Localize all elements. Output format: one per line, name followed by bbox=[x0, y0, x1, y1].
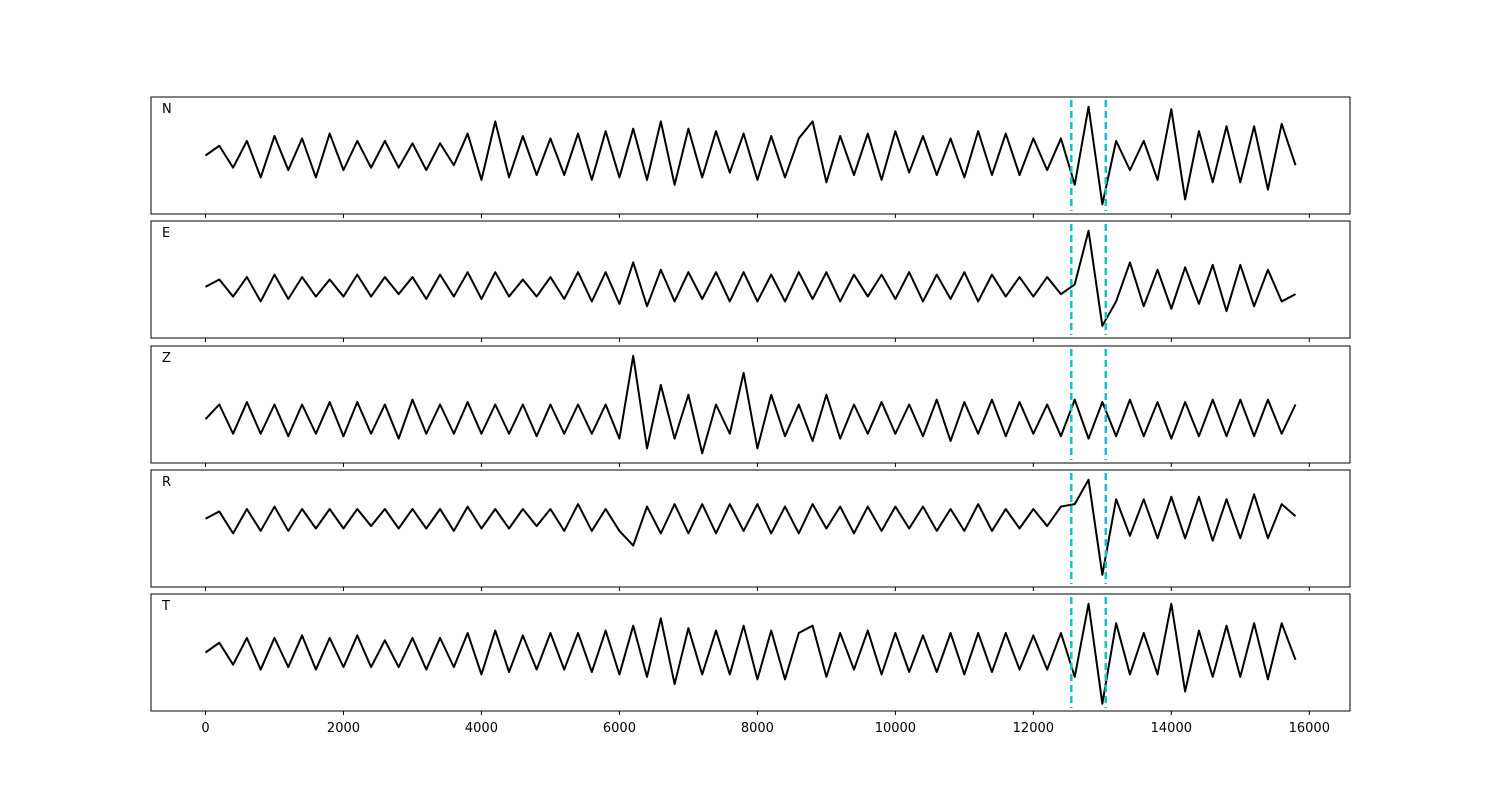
trace bbox=[205, 478, 1297, 576]
trace bbox=[204, 602, 1297, 705]
x-tick-label: 4000 bbox=[465, 721, 498, 736]
panel-label: T bbox=[161, 599, 170, 614]
panel-frame bbox=[150, 220, 1351, 339]
trace bbox=[204, 354, 1297, 455]
panel-frame bbox=[150, 469, 1351, 588]
panel-label: R bbox=[162, 475, 171, 490]
panel-frame bbox=[150, 96, 1351, 215]
panel-frame bbox=[150, 345, 1351, 464]
x-tick-label: 14000 bbox=[1151, 721, 1192, 736]
x-tick-label: 6000 bbox=[603, 721, 636, 736]
panel-label: N bbox=[162, 102, 172, 117]
x-tick-label: 0 bbox=[201, 721, 209, 736]
trace bbox=[205, 229, 1296, 327]
trace bbox=[204, 105, 1297, 206]
x-tick-label: 16000 bbox=[1289, 721, 1330, 736]
x-tick-label: 12000 bbox=[1013, 721, 1054, 736]
x-tick-label: 8000 bbox=[741, 721, 774, 736]
panel-label: Z bbox=[162, 351, 171, 366]
panel-frame bbox=[150, 593, 1351, 712]
panel-label: E bbox=[162, 226, 170, 241]
x-tick-label: 10000 bbox=[875, 721, 916, 736]
x-tick-label: 2000 bbox=[327, 721, 360, 736]
